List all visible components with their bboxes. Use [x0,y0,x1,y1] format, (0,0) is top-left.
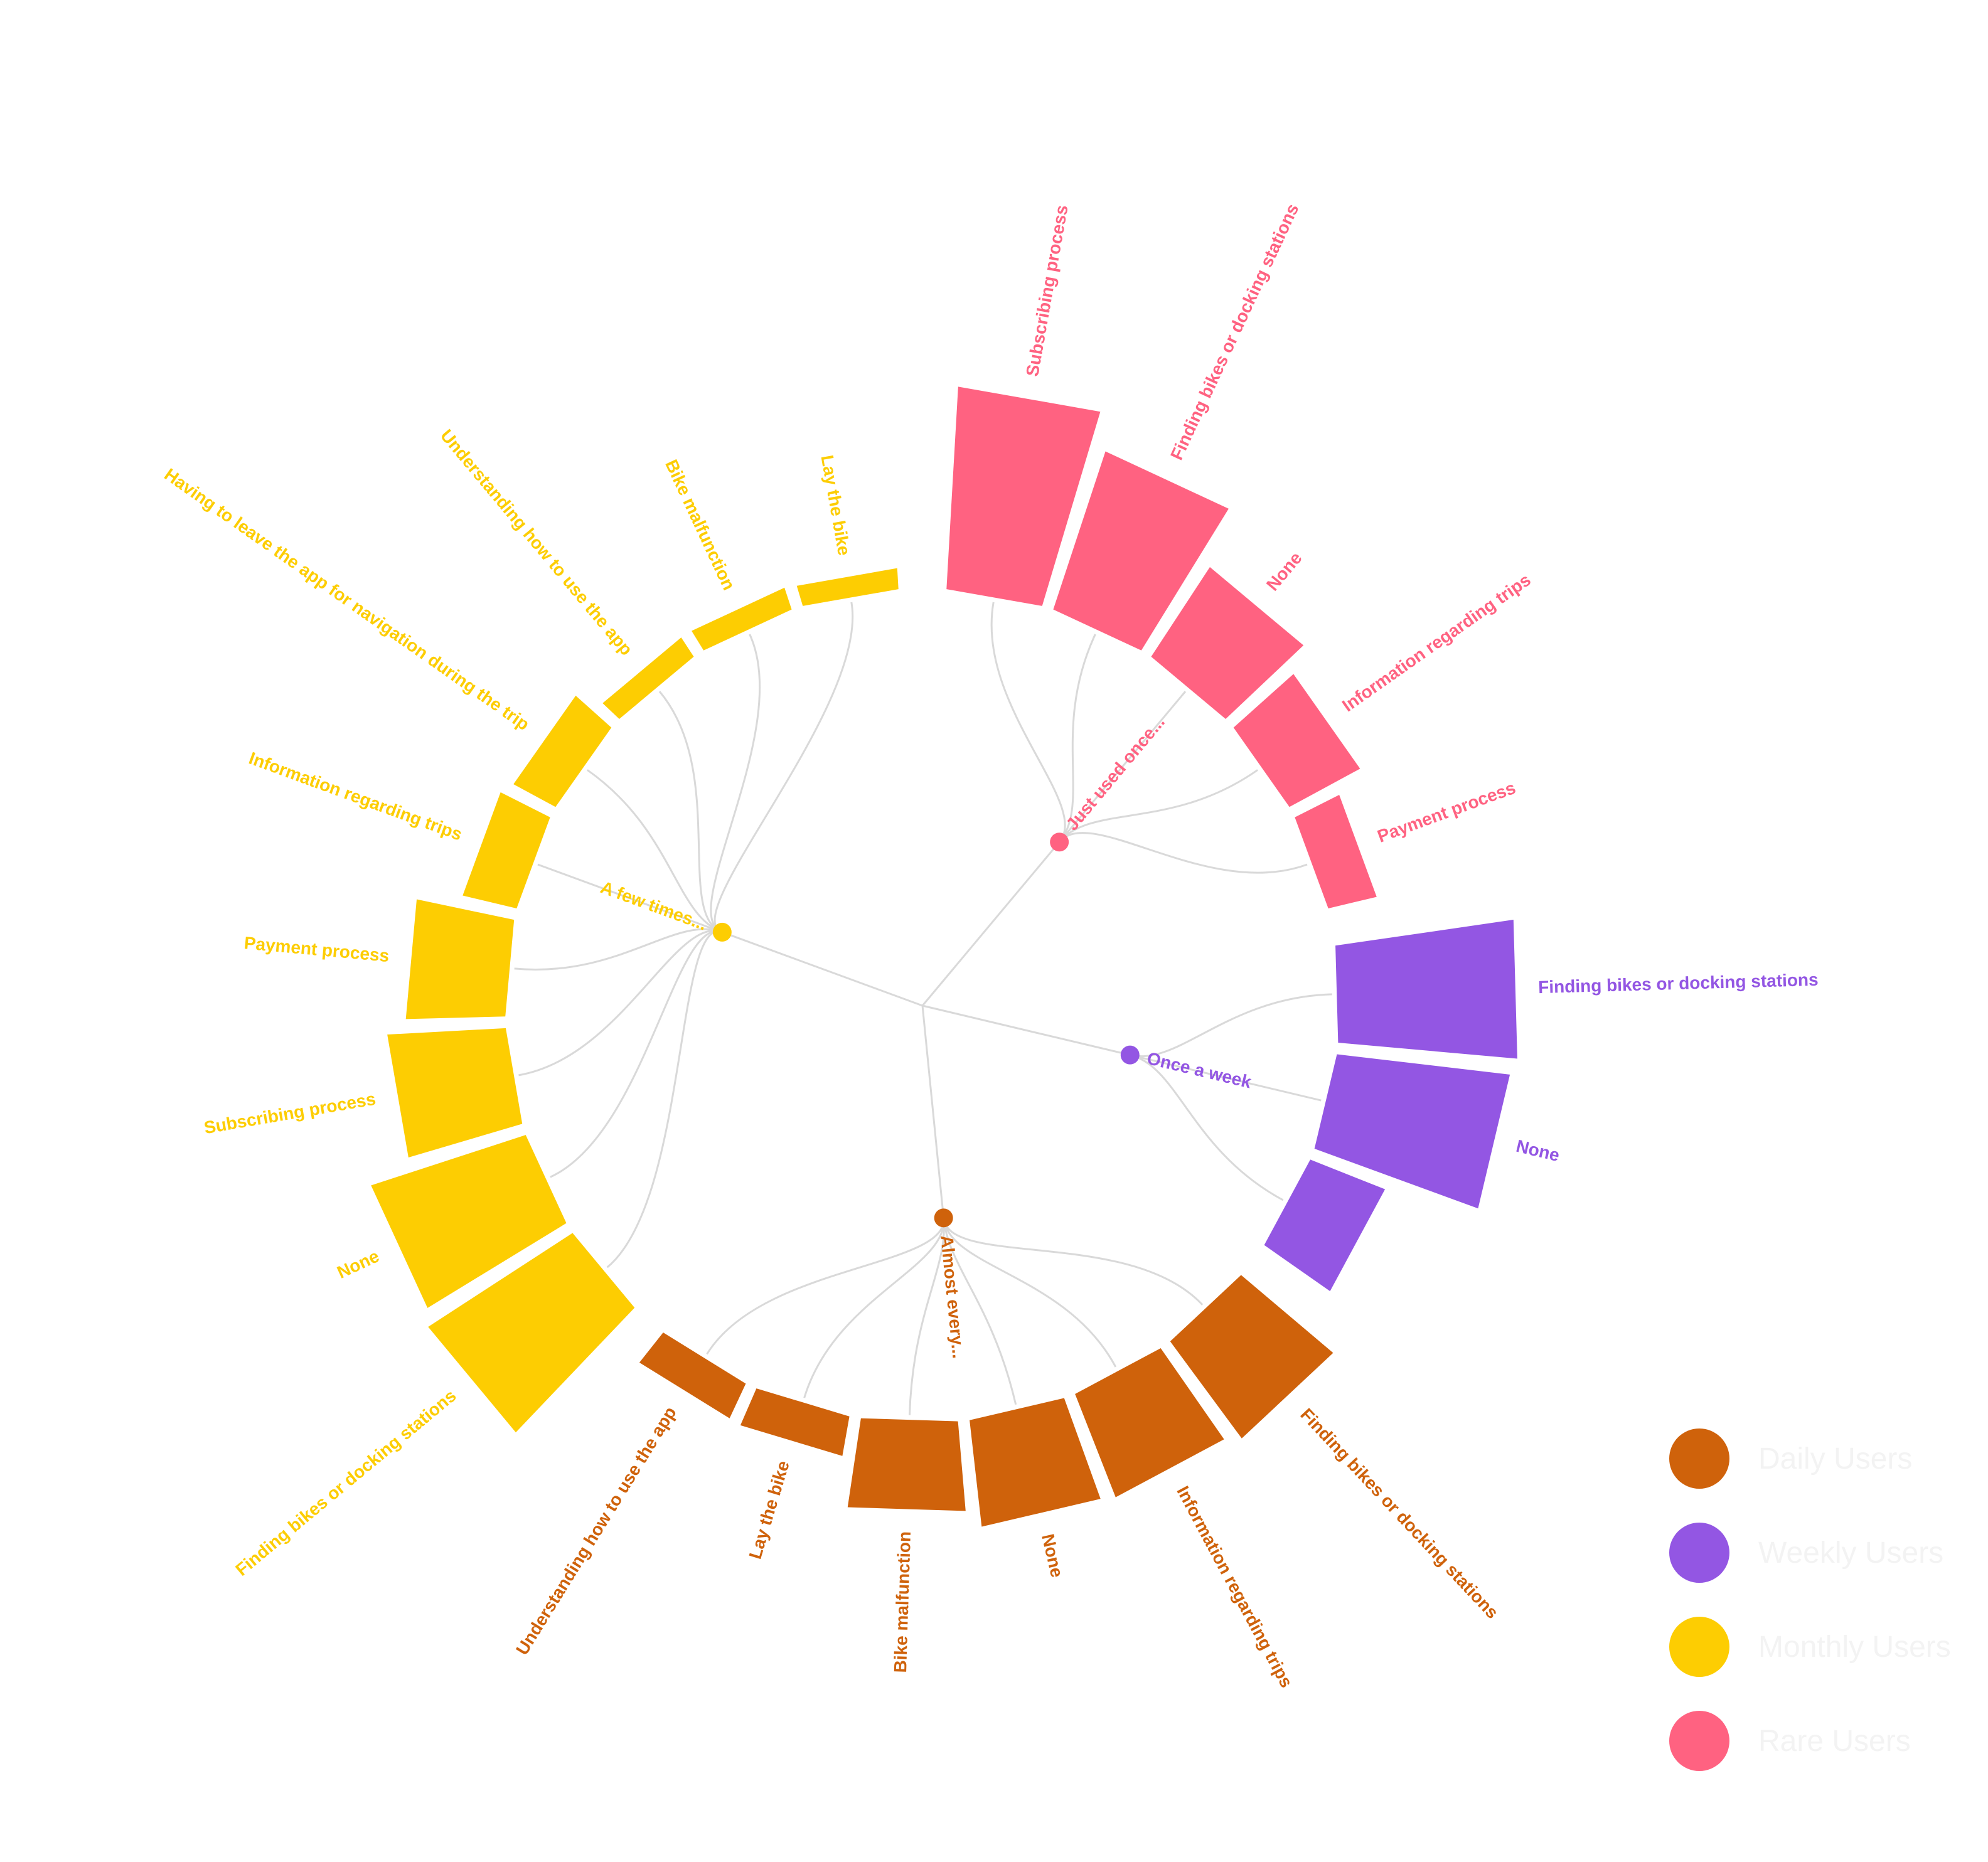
link-daily-users-information-regarding-trips [943,1218,1117,1368]
bar-monthly-users-payment-process[interactable] [405,899,515,1019]
bar-label-rare-users-none: None [1263,548,1306,595]
legend-swatch-rare [1669,1711,1729,1771]
link-monthly-users-understanding-how-to-use-the-app [658,691,723,934]
legend-label-weekly: Weekly Users [1758,1536,1944,1570]
link-root-daily-users [921,1005,945,1218]
link-rare-users-finding-bikes-or-docking-stations [1058,634,1096,843]
link-root-monthly-users [722,931,923,1007]
bar-label-monthly-users-bike-malfunction: Bike malfunction [661,457,739,593]
bar-label-rare-users-finding-bikes-or-docking-stations: Finding bikes or docking stations [1167,201,1302,463]
link-monthly-users-payment-process [514,928,723,971]
bar-rare-users-payment-process[interactable] [1295,794,1377,909]
bar-daily-users-bike-malfunction[interactable] [847,1418,966,1511]
link-root-rare-users [921,841,1061,1006]
group-node-daily-users[interactable] [934,1208,953,1228]
bar-label-daily-users-lay-the-bike: Lay the bike [746,1459,793,1561]
bar-daily-users-finding-bikes-or-docking-stations[interactable] [1170,1275,1333,1439]
bar-daily-users-none[interactable] [970,1398,1101,1527]
link-root-weekly-users [922,1004,1131,1056]
bar-label-weekly-users-none: None [1514,1136,1561,1165]
legend-label-rare: Rare Users [1758,1724,1911,1758]
link-weekly-users-finding-bikes-or-docking-stations [1130,993,1332,1058]
bar-weekly-users-finding-bikes-or-docking-stations[interactable] [1335,920,1517,1059]
bar-daily-users-understanding-how-to-use-the-app[interactable] [639,1333,746,1418]
bars [371,386,1517,1527]
link-weekly-users-unlabeled [1130,1054,1284,1201]
bar-weekly-users-none[interactable] [1314,1054,1510,1209]
bar-rare-users-subscribing-process[interactable] [946,386,1101,606]
group-label-rare-users: Just used once... [1062,712,1169,834]
link-rare-users-none [1058,691,1187,843]
bar-label-daily-users-understanding-how-to-use-the-app: Understanding how to use the app [512,1403,680,1659]
link-daily-users-finding-bikes-or-docking-stations [943,1218,1204,1306]
link-rare-users-subscribing-process [990,602,1066,843]
bar-label-monthly-users-understanding-how-to-use-the-app: Understanding how to use the app [437,426,636,659]
group-node-rare-users[interactable] [1050,833,1069,852]
link-monthly-users-finding-bikes-or-docking-stations [606,930,723,1269]
legend-swatch-weekly [1669,1523,1729,1583]
group-node-weekly-users[interactable] [1120,1045,1140,1065]
bar-rare-users-finding-bikes-or-docking-stations[interactable] [1053,451,1229,651]
bar-label-monthly-users-subscribing-process: Subscribing process [203,1089,377,1138]
link-daily-users-understanding-how-to-use-the-app [706,1218,945,1355]
legend-item-rare[interactable]: Rare Users [1669,1694,1970,1788]
bar-label-daily-users-finding-bikes-or-docking-stations: Finding bikes or docking stations [1296,1405,1502,1622]
bar-monthly-users-bike-malfunction[interactable] [692,587,792,651]
bar-monthly-users-having-to-leave-the-app-for-navigation-during-the-trip[interactable] [513,695,612,807]
bar-label-daily-users-information-regarding-trips: Information regarding trips [1173,1483,1296,1691]
bar-label-rare-users-information-regarding-trips: Information regarding trips [1339,570,1534,715]
bar-label-monthly-users-payment-process: Payment process [243,933,390,966]
bar-rare-users-none[interactable] [1151,567,1304,720]
group-label-daily-users: Almost every... [937,1234,968,1359]
bar-label-monthly-users-none: None [334,1246,382,1282]
bar-label-monthly-users-information-regarding-trips: Information regarding trips [247,748,465,844]
link-daily-users-none [943,1218,1017,1405]
bar-label-rare-users-payment-process: Payment process [1375,778,1518,846]
bar-label-daily-users-none: None [1038,1532,1067,1579]
legend-swatch-daily [1669,1428,1729,1489]
link-monthly-users-bike-malfunction [710,634,761,934]
legend-item-monthly[interactable]: Monthly Users [1669,1600,1970,1694]
bar-monthly-users-subscribing-process[interactable] [387,1028,523,1157]
link-rare-users-payment-process [1059,832,1308,874]
bar-label-monthly-users-finding-bikes-or-docking-stations: Finding bikes or docking stations [232,1386,459,1580]
bar-label-monthly-users-lay-the-bike: Lay the bike [817,454,854,557]
link-monthly-users-subscribing-process [518,930,723,1077]
link-daily-users-bike-malfunction [908,1218,945,1415]
tree-links [514,602,1332,1415]
link-rare-users-information-regarding-trips [1059,769,1258,843]
bar-label-monthly-users-having-to-leave-the-app-for-navigation-during-the-trip: Having to leave the app for navigation d… [161,464,533,734]
bar-monthly-users-understanding-how-to-use-the-app[interactable] [602,637,694,720]
legend-swatch-monthly [1669,1617,1729,1677]
legend-label-daily: Daily Users [1758,1442,1913,1476]
bar-monthly-users-information-regarding-trips[interactable] [462,792,550,909]
bar-label-weekly-users-finding-bikes-or-docking-stations: Finding bikes or docking stations [1538,970,1819,997]
link-monthly-users-none [550,930,723,1178]
link-monthly-users-information-regarding-trips [537,863,723,934]
group-label-weekly-users: Once a week [1145,1048,1254,1092]
link-weekly-users-none [1130,1054,1322,1102]
link-monthly-users-lay-the-bike [713,602,854,934]
bar-monthly-users-none[interactable] [371,1135,567,1308]
bar-daily-users-information-regarding-trips[interactable] [1075,1348,1224,1498]
legend: Daily Users Weekly Users Monthly Users R… [1669,1412,1970,1788]
group-node-monthly-users[interactable] [712,922,732,942]
bar-monthly-users-lay-the-bike[interactable] [796,568,899,606]
bar-monthly-users-finding-bikes-or-docking-stations[interactable] [428,1233,635,1433]
bar-label-daily-users-bike-malfunction: Bike malfunction [890,1531,914,1673]
link-monthly-users-having-to-leave-the-app-for-navigation-during-the-trip [587,769,723,934]
legend-item-daily[interactable]: Daily Users [1669,1412,1970,1506]
legend-label-monthly: Monthly Users [1758,1630,1951,1664]
legend-item-weekly[interactable]: Weekly Users [1669,1506,1970,1600]
bar-daily-users-lay-the-bike[interactable] [740,1388,850,1456]
bar-label-rare-users-subscribing-process: Subscribing process [1022,203,1072,378]
bar-weekly-users-unlabeled[interactable] [1264,1159,1386,1292]
bar-rare-users-information-regarding-trips[interactable] [1233,674,1360,807]
link-daily-users-lay-the-bike [803,1218,945,1398]
